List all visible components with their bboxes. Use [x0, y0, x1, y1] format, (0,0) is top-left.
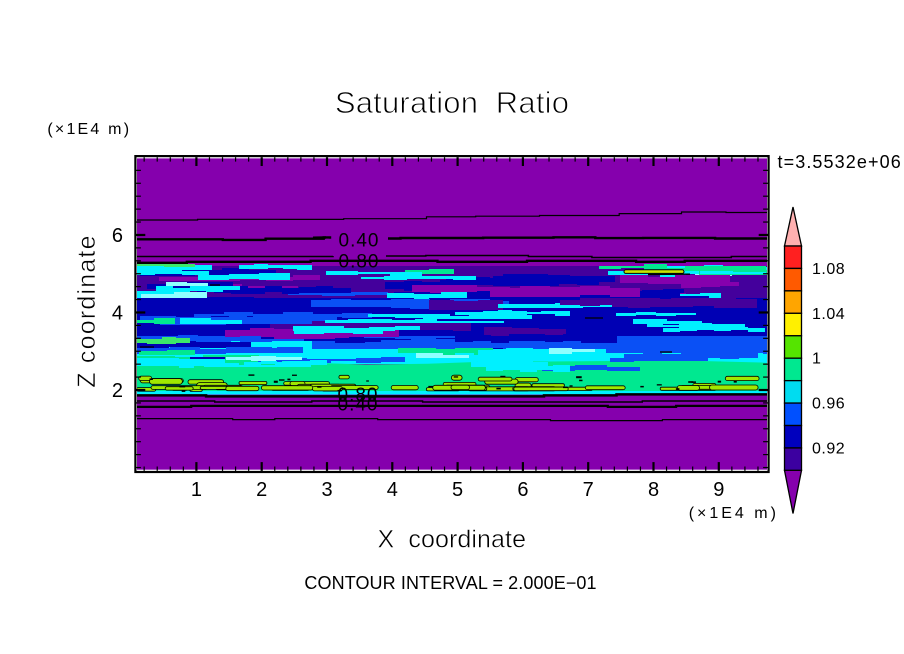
- svg-text:Saturation Ratio: Saturation Ratio: [335, 85, 569, 120]
- svg-text:5: 5: [452, 479, 463, 501]
- svg-text:0.92: 0.92: [812, 441, 845, 458]
- svg-text:0.40: 0.40: [339, 231, 380, 252]
- svg-text:6: 6: [517, 479, 528, 501]
- svg-text:(×1E4 m): (×1E4 m): [47, 121, 131, 138]
- svg-text:1.04: 1.04: [812, 306, 845, 323]
- svg-text:X coordinate: X coordinate: [377, 526, 526, 554]
- svg-text:Z coordinate: Z coordinate: [73, 234, 101, 387]
- svg-text:0.96: 0.96: [812, 396, 845, 413]
- svg-text:0.80: 0.80: [338, 385, 379, 406]
- svg-text:CONTOUR INTERVAL = 2.000E−01: CONTOUR INTERVAL = 2.000E−01: [304, 573, 596, 593]
- svg-text:8: 8: [648, 479, 659, 501]
- svg-text:4: 4: [387, 479, 398, 501]
- svg-text:3: 3: [321, 479, 332, 501]
- svg-text:0.40: 0.40: [338, 395, 379, 416]
- svg-text:1.08: 1.08: [812, 261, 845, 278]
- svg-text:0.80: 0.80: [339, 252, 380, 273]
- svg-text:4: 4: [112, 303, 123, 325]
- svg-text:1: 1: [191, 479, 202, 501]
- svg-text:t=3.5532e+06: t=3.5532e+06: [778, 152, 902, 172]
- svg-text:7: 7: [583, 479, 594, 501]
- svg-text:(×1E4 m): (×1E4 m): [689, 505, 779, 522]
- svg-text:9: 9: [713, 479, 724, 501]
- svg-text:1: 1: [812, 351, 821, 368]
- svg-text:2: 2: [256, 479, 267, 501]
- svg-text:6: 6: [112, 225, 123, 247]
- svg-text:2: 2: [112, 380, 123, 402]
